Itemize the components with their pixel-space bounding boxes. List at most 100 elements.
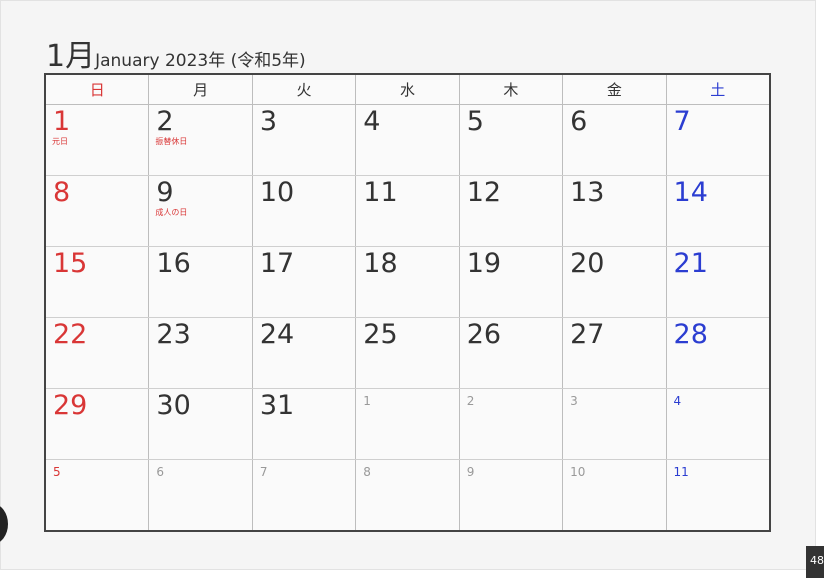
day-number: 4	[673, 394, 682, 408]
month-subtitle: January 2023年 (令和5年)	[95, 51, 306, 71]
day-number: 11	[673, 465, 689, 479]
day-number: 1	[363, 394, 371, 408]
day-number: 8	[363, 465, 371, 479]
day-cell[interactable]: 15	[46, 247, 148, 317]
day-number: 17	[259, 248, 295, 279]
weekday-header: 日 月 火 水 木 金 土	[46, 75, 769, 105]
day-cell[interactable]: 1	[355, 389, 458, 459]
page-title: 1月January 2023年 (令和5年)	[46, 31, 306, 75]
week-row: 22 23 24 25 26 27 28	[46, 317, 769, 388]
day-cell[interactable]: 4	[665, 389, 769, 459]
day-number: 10	[570, 465, 586, 479]
day-number: 19	[466, 248, 502, 279]
day-number: 28	[673, 319, 708, 350]
day-cell[interactable]: 19	[458, 247, 562, 317]
week-row: 15 16 17 18 19 20 21	[46, 246, 769, 317]
day-cell[interactable]: 17	[251, 247, 355, 317]
day-cell[interactable]: 12	[458, 176, 562, 246]
day-cell[interactable]: 23	[148, 318, 251, 388]
day-number: 5	[466, 106, 484, 137]
day-cell[interactable]: 22	[46, 318, 148, 388]
day-number: 21	[673, 248, 708, 279]
day-cell[interactable]: 29	[46, 389, 148, 459]
day-cell[interactable]: 6	[148, 460, 251, 530]
day-cell[interactable]: 3	[251, 105, 355, 175]
week-row: 8 9 成人の日 10 11 12 13 14	[46, 175, 769, 246]
day-number: 1	[53, 106, 71, 137]
day-number: 20	[570, 248, 605, 279]
day-number: 6	[570, 106, 588, 137]
day-cell[interactable]: 13	[562, 176, 665, 246]
day-number: 25	[363, 319, 398, 350]
weekday-thursday: 木	[458, 75, 562, 105]
day-cell[interactable]: 30	[148, 389, 251, 459]
day-cell[interactable]: 3	[562, 389, 665, 459]
day-cell[interactable]: 25	[355, 318, 458, 388]
day-number: 18	[363, 248, 398, 279]
day-cell[interactable]: 11	[355, 176, 458, 246]
weekday-saturday: 土	[665, 75, 769, 105]
day-cell[interactable]: 31	[251, 389, 355, 459]
weekday-wednesday: 水	[355, 75, 458, 105]
day-cell[interactable]: 10	[562, 460, 665, 530]
calendar-grid: 日 月 火 水 木 金 土 1 元日 2 振替休日 3 4 5 6 7 8 9 成人の日 10 11 12 1…	[44, 73, 771, 532]
holiday-label: 振替休日	[155, 137, 188, 146]
day-cell[interactable]: 21	[665, 247, 769, 317]
day-cell[interactable]: 28	[665, 318, 769, 388]
day-cell[interactable]: 9	[458, 460, 562, 530]
day-number: 29	[53, 390, 88, 421]
weekday-sunday: 日	[89, 81, 105, 99]
day-number: 14	[673, 177, 708, 208]
day-cell[interactable]: 1 元日	[46, 105, 148, 175]
day-number: 15	[53, 248, 88, 279]
day-number: 23	[156, 319, 191, 350]
day-cell[interactable]: 2	[458, 389, 562, 459]
day-cell[interactable]: 7	[251, 460, 355, 530]
holiday-label: 成人の日	[155, 208, 188, 217]
day-cell[interactable]: 26	[458, 318, 562, 388]
day-number: 4	[363, 106, 381, 137]
day-number: 11	[363, 177, 398, 208]
day-cell[interactable]: 4	[355, 105, 458, 175]
day-number: 22	[53, 319, 88, 350]
day-cell[interactable]: 6	[562, 105, 665, 175]
weekday-friday: 金	[562, 75, 665, 105]
day-number: 7	[673, 106, 691, 137]
corner-badge: 48	[806, 546, 824, 578]
week-row: 1 元日 2 振替休日 3 4 5 6 7	[46, 105, 769, 175]
day-cell[interactable]: 8	[46, 176, 148, 246]
day-number: 10	[259, 177, 295, 208]
day-cell[interactable]: 20	[562, 247, 665, 317]
day-number: 16	[156, 248, 191, 279]
day-number: 30	[156, 390, 191, 421]
day-number: 12	[466, 177, 502, 208]
day-cell[interactable]: 10	[251, 176, 355, 246]
weekday-tuesday: 火	[251, 75, 355, 105]
day-cell[interactable]: 24	[251, 318, 355, 388]
day-number: 3	[570, 394, 578, 408]
holiday-label: 元日	[52, 137, 68, 146]
day-number: 9	[466, 465, 475, 479]
day-cell[interactable]: 5	[458, 105, 562, 175]
day-cell[interactable]: 7	[665, 105, 769, 175]
day-cell[interactable]: 9 成人の日	[148, 176, 251, 246]
day-number: 6	[156, 465, 165, 479]
week-row: 29 30 31 1 2 3 4	[46, 388, 769, 459]
day-number: 27	[570, 319, 605, 350]
scroll-circle-button[interactable]	[0, 504, 8, 544]
calendar-page: 1月January 2023年 (令和5年) 日 月 火 水 木 金 土 1 元日…	[0, 0, 816, 570]
day-number: 13	[570, 177, 605, 208]
week-row: 5 6 7 8 9 10 11	[46, 459, 769, 530]
day-cell[interactable]: 18	[355, 247, 458, 317]
day-cell[interactable]: 2 振替休日	[148, 105, 251, 175]
day-number: 2	[466, 394, 475, 408]
day-cell[interactable]: 5	[46, 460, 148, 530]
day-cell[interactable]: 11	[665, 460, 769, 530]
day-cell[interactable]: 8	[355, 460, 458, 530]
day-number: 3	[259, 106, 278, 137]
day-cell[interactable]: 16	[148, 247, 251, 317]
month-number: 1月	[46, 39, 96, 74]
day-cell[interactable]: 14	[665, 176, 769, 246]
weekday-monday: 月	[148, 75, 251, 105]
day-cell[interactable]: 27	[562, 318, 665, 388]
